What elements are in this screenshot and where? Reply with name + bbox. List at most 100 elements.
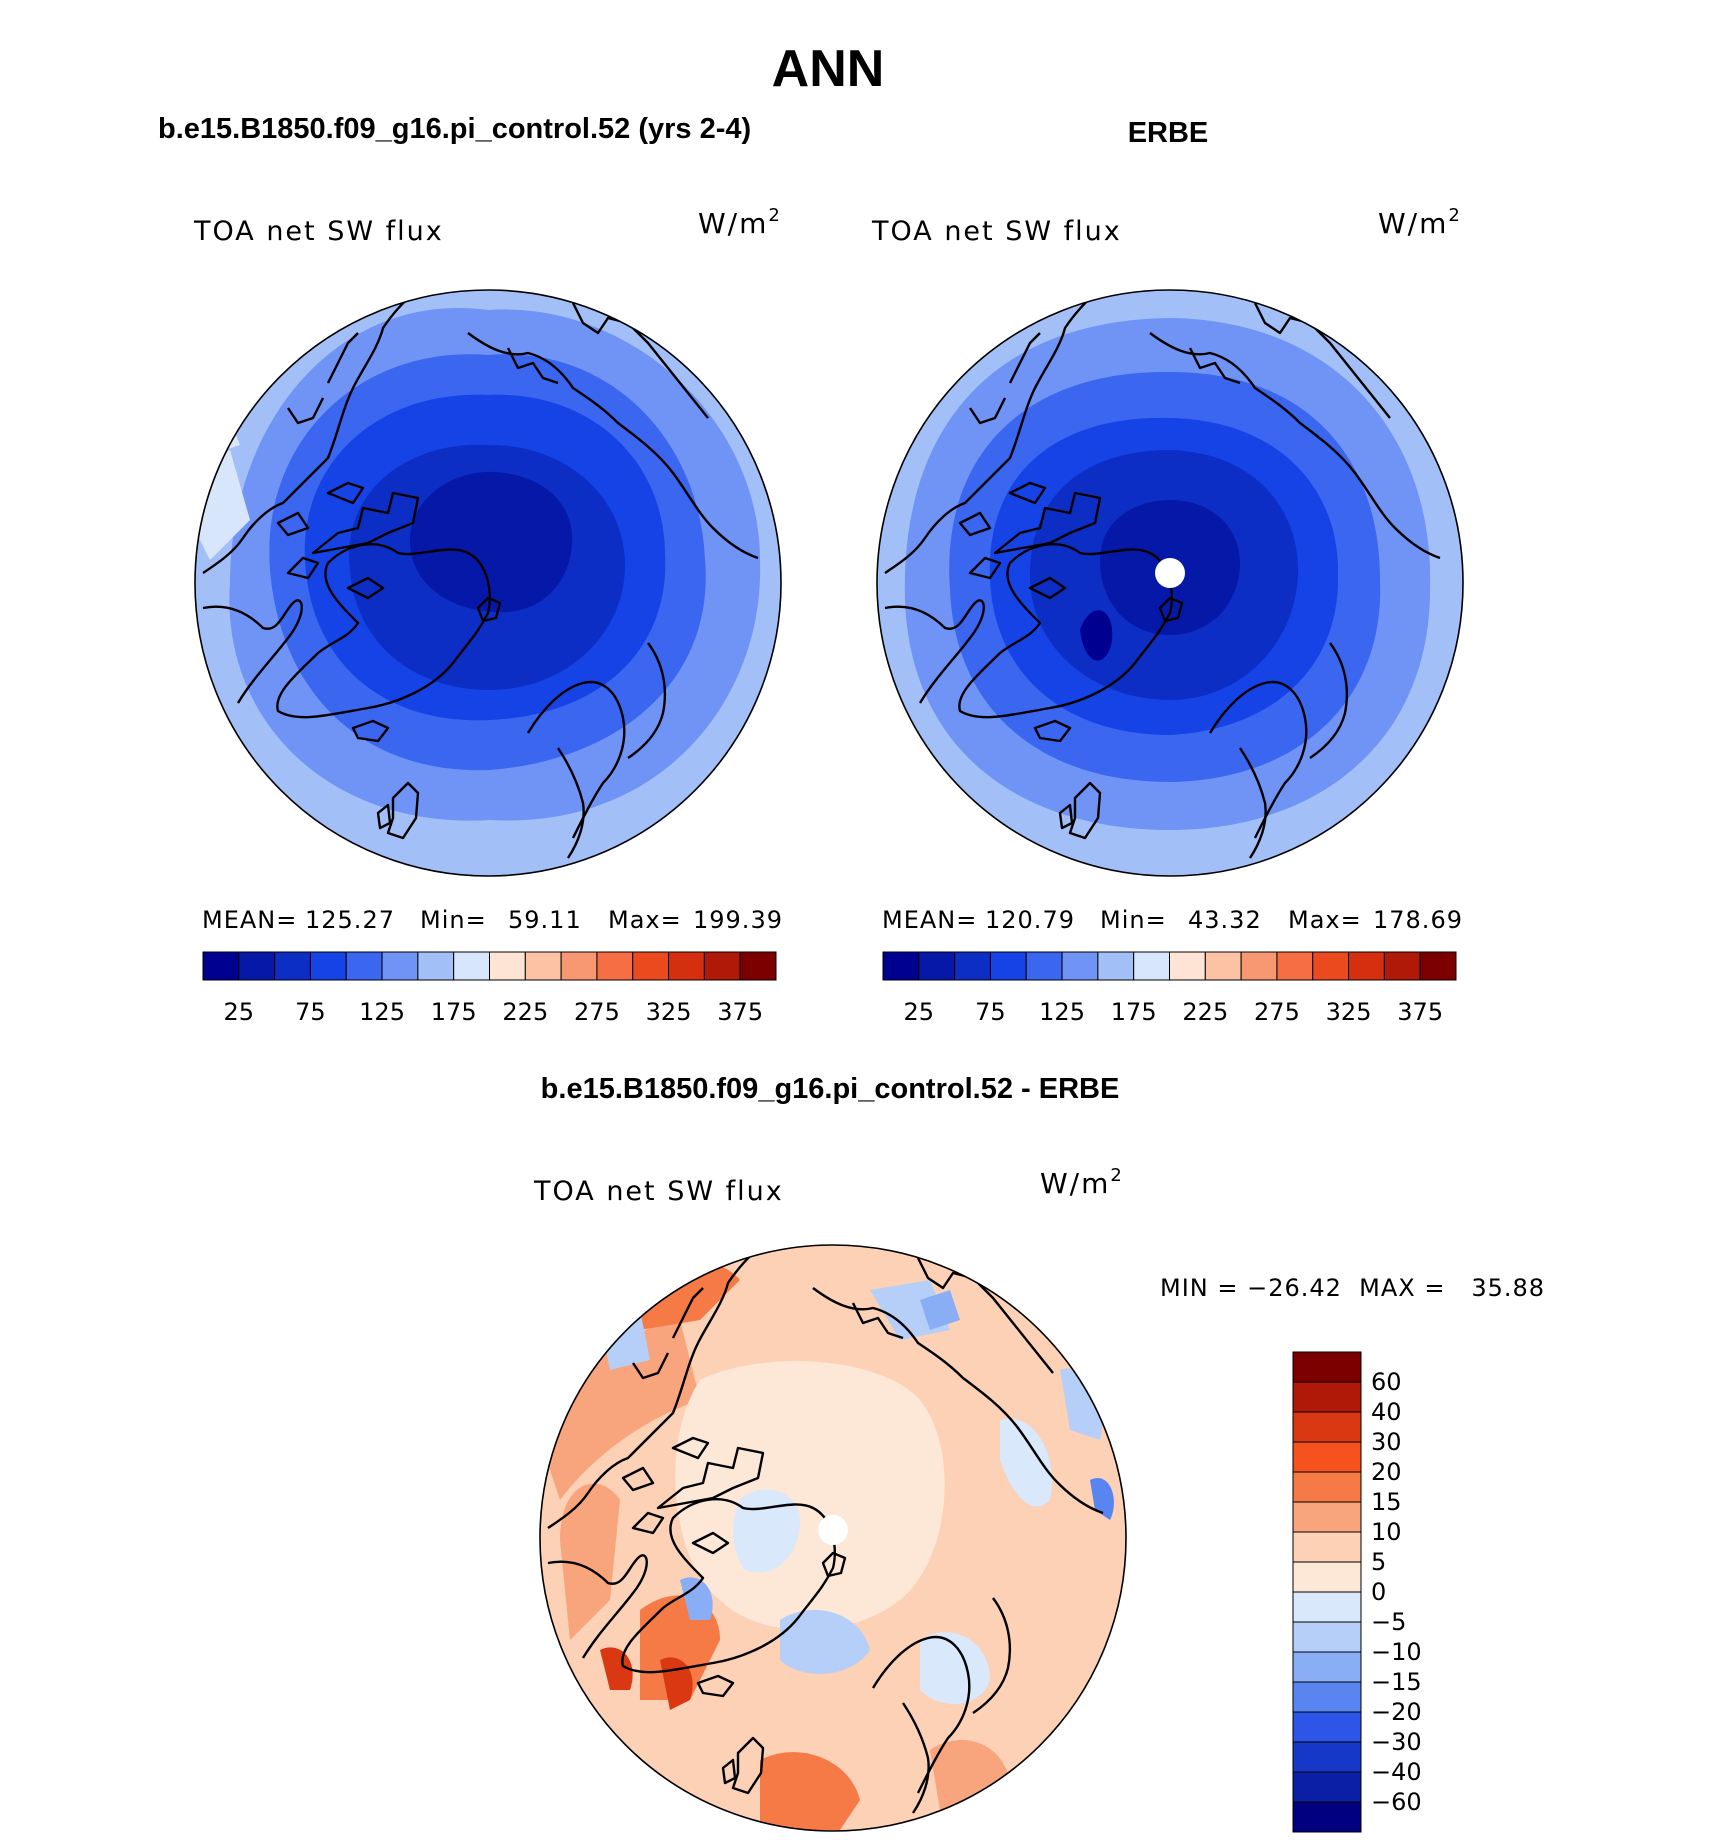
colorbar-tick-label: 75 (295, 998, 326, 1026)
map-obs-field (877, 290, 1463, 876)
colorbar-box (1383, 951, 1421, 981)
colorbar-tick-label: 25 (904, 998, 935, 1026)
colorbar-model-ticks: 25 75 125 175 225 275 325 375 (224, 998, 764, 1026)
colorbar-box (1292, 1741, 1362, 1773)
map-difference-field (540, 1245, 1126, 1831)
colorbar-obs (882, 951, 1457, 981)
stat-min-label: Min= (420, 906, 487, 934)
colorbar-box (1348, 951, 1385, 981)
colorbar-box (1292, 1531, 1362, 1563)
colorbar-box (1292, 1771, 1362, 1803)
colorbar-box (1292, 1801, 1362, 1833)
stat-mean-value: 120.79 (985, 906, 1075, 934)
colorbar-tick-label: 375 (717, 998, 763, 1026)
colorbar-box (1292, 1711, 1362, 1743)
colorbar-tick-label: 25 (224, 998, 255, 1026)
stat-max-label: Max= (1288, 906, 1362, 934)
colorbar-label: −15 (1371, 1668, 1422, 1696)
colorbar-tick-label: 375 (1397, 998, 1443, 1026)
colorbar-label: 15 (1371, 1488, 1402, 1516)
colorbar-tick-label: 125 (1039, 998, 1085, 1026)
colorbar-tick-label: 275 (1254, 998, 1300, 1026)
colorbar-box (703, 951, 741, 981)
field-level-pole (410, 471, 573, 613)
colorbar-box (1292, 1591, 1362, 1623)
colorbar-box (668, 951, 705, 981)
colorbar-box (560, 951, 598, 981)
colorbar-model (202, 951, 777, 981)
colorbar-obs-ticks: 25 75 125 175 225 275 325 375 (904, 998, 1444, 1026)
colorbar-box (1240, 951, 1278, 981)
colorbar-box (489, 951, 526, 981)
difference-title: b.e15.B1850.f09_g16.pi_control.52 - ERBE (541, 1073, 1120, 1105)
stat-max-value: 199.39 (693, 906, 783, 934)
colorbar-box (417, 951, 455, 981)
colorbar-label: −40 (1371, 1758, 1422, 1786)
colorbar-tick-label: 275 (574, 998, 620, 1026)
stat-min-label: Min= (1100, 906, 1167, 934)
panel-obs: ERBE TOA net SW flux W/m2 MEAN= 120.79 M… (871, 117, 1464, 1026)
stat-mean-value: 125.27 (305, 906, 395, 934)
colorbar-box (1204, 951, 1242, 981)
map-difference-boundary (539, 1244, 1127, 1832)
colorbar-label: 30 (1371, 1428, 1402, 1456)
panel-obs-case-title: ERBE (1128, 117, 1209, 149)
panel-obs-units: W/m2 (1378, 205, 1462, 240)
colorbar-box (238, 951, 276, 981)
colorbar-box (1292, 1501, 1362, 1533)
colorbar-box (524, 951, 562, 981)
colorbar-box (1061, 951, 1099, 981)
colorbar-box (1292, 1621, 1362, 1653)
panel-obs-stats: MEAN= 120.79 Min= 43.32 Max= 178.69 (882, 906, 1462, 934)
colorbar-difference (1292, 1351, 1362, 1833)
stat-mean-label: MEAN= (882, 906, 977, 934)
colorbar-box (1292, 1441, 1362, 1473)
map-obs-boundary (876, 289, 1464, 877)
colorbar-label: 40 (1371, 1398, 1402, 1426)
colorbar-box (274, 951, 311, 981)
colorbar-tick-label: 225 (502, 998, 548, 1026)
colorbar-tick-label: 175 (1111, 998, 1157, 1026)
colorbar-box (1312, 951, 1350, 981)
colorbar-box (954, 951, 991, 981)
colorbar-label: −20 (1371, 1698, 1422, 1726)
colorbar-box (1292, 1411, 1362, 1443)
colorbar-box (1276, 951, 1314, 981)
stat-mean-label: MEAN= (202, 906, 297, 934)
colorbar-box (918, 951, 956, 981)
map-model-boundary (194, 289, 782, 877)
figure-title: ANN (772, 40, 885, 98)
colorbar-box (596, 951, 634, 981)
colorbar-box (309, 951, 347, 981)
colorbar-box (1292, 1351, 1362, 1383)
colorbar-label: 5 (1371, 1548, 1386, 1576)
colorbar-label: 20 (1371, 1458, 1402, 1486)
colorbar-box (1292, 1381, 1362, 1413)
colorbar-tick-label: 325 (1326, 998, 1372, 1026)
panel-model: b.e15.B1850.f09_g16.pi_control.52 (yrs 2… (158, 113, 783, 1026)
map-model-field (195, 290, 781, 876)
colorbar-tick-label: 125 (359, 998, 405, 1026)
colorbar-box (1292, 1471, 1362, 1503)
colorbar-label: −30 (1371, 1728, 1422, 1756)
colorbar-box (1133, 951, 1170, 981)
colorbar-box (202, 951, 240, 981)
colorbar-label: 0 (1371, 1578, 1386, 1606)
panel-model-stats: MEAN= 125.27 Min= 59.11 Max= 199.39 (202, 906, 783, 934)
panel-model-variable: TOA net SW flux (193, 216, 444, 247)
missing-data-pole (1155, 558, 1185, 588)
colorbar-box (1292, 1651, 1362, 1683)
colorbar-label: −10 (1371, 1638, 1422, 1666)
colorbar-label: −5 (1371, 1608, 1406, 1636)
stat-min-value: 59.11 (508, 906, 582, 934)
colorbar-box (632, 951, 670, 981)
colorbar-box (1169, 951, 1206, 981)
panel-model-units: W/m2 (698, 205, 782, 240)
colorbar-label: 10 (1371, 1518, 1402, 1546)
colorbar-box (989, 951, 1027, 981)
colorbar-label: 60 (1371, 1368, 1402, 1396)
difference-minmax: MIN = −26.42 MAX = 35.88 (1160, 1274, 1545, 1302)
colorbar-tick-label: 175 (431, 998, 477, 1026)
